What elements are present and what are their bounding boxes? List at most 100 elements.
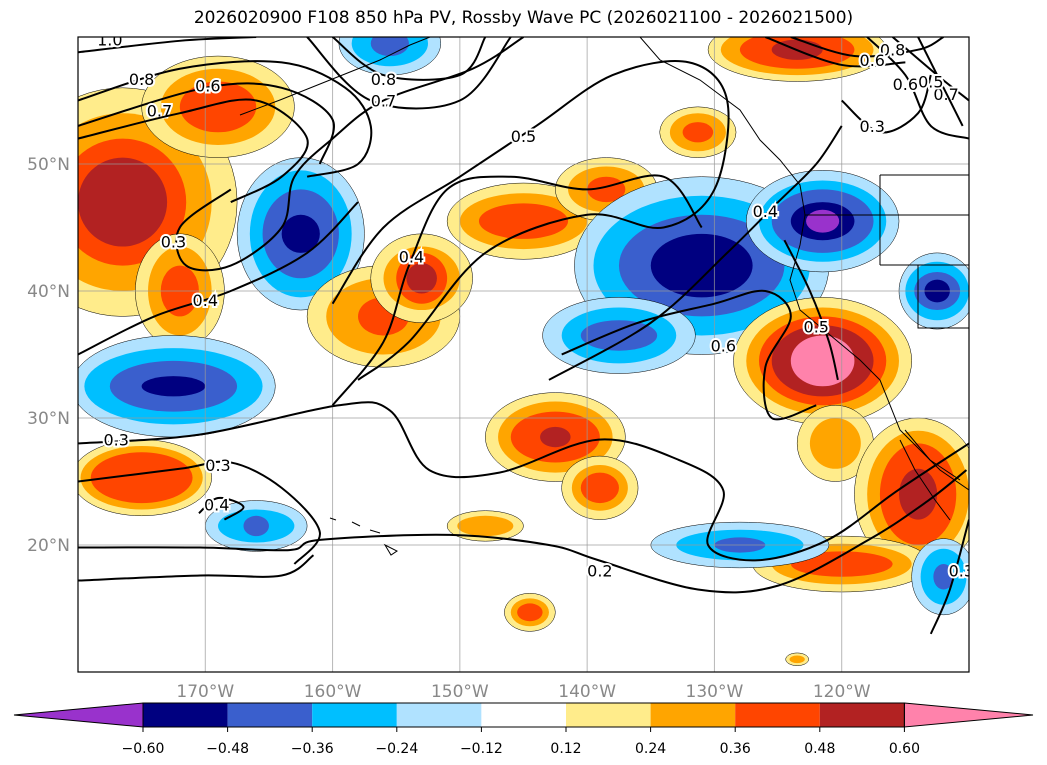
colorbar: −0.60 −0.48 −0.36 −0.24 −0.12 0.12 0.24 0.36 0.4… bbox=[13, 702, 1034, 757]
colorbar-tick-label: 0.24 bbox=[635, 741, 666, 757]
contour-label: 0.3 bbox=[860, 117, 885, 136]
lon-tick-label: 120°W bbox=[813, 682, 871, 702]
contour-line bbox=[331, 174, 703, 406]
lon-tick-label: 150°W bbox=[431, 682, 489, 702]
anomaly-fill-7-level-2 bbox=[587, 176, 626, 203]
contour-line bbox=[78, 469, 968, 594]
anomaly-fill-8-level-3 bbox=[650, 233, 753, 298]
contour-label: 0.4 bbox=[193, 291, 218, 310]
anomaly-fill-5-level-3 bbox=[406, 263, 437, 294]
colorbar-segment bbox=[396, 703, 482, 727]
contour-line bbox=[866, 37, 969, 140]
contour-line bbox=[306, 37, 512, 110]
anomaly-fill-27-level-2 bbox=[933, 564, 954, 590]
contour-line bbox=[929, 519, 969, 635]
contour-line bbox=[561, 289, 817, 421]
contour-label: 0.5 bbox=[804, 318, 829, 337]
colorbar-segment bbox=[819, 703, 905, 727]
colorbar-tick-label: 0.36 bbox=[720, 741, 751, 757]
baja-coastline bbox=[899, 429, 961, 521]
anomaly-fill-1-level-2 bbox=[179, 81, 257, 133]
hawaii-islands bbox=[329, 517, 398, 556]
contour-label: 0.7 bbox=[371, 92, 396, 111]
contour-label: 0.4 bbox=[399, 248, 424, 267]
contour-line bbox=[783, 239, 839, 381]
anomaly-fill-23-level-2 bbox=[243, 515, 269, 537]
anomaly-fill-12-level-1 bbox=[809, 418, 861, 469]
contour-label: 0.3 bbox=[103, 431, 128, 450]
axis-ticks: 170°W 160°W 150°W 140°W 130°W 120°W 20°N 30°N 40… bbox=[27, 155, 871, 702]
lat-tick-label: 40°N bbox=[27, 282, 70, 302]
contour-label: 0.4 bbox=[753, 202, 778, 221]
colorbar-min-extend bbox=[13, 702, 144, 728]
contour-label: 0.2 bbox=[587, 561, 612, 580]
map-frame bbox=[77, 36, 970, 673]
contour-line bbox=[198, 496, 245, 521]
colorbar-tick-label: 0.12 bbox=[550, 741, 581, 757]
figure-title: 2026020900 F108 850 hPa PV, Rossby Wave … bbox=[193, 8, 854, 28]
anomaly-fill-16-level-3 bbox=[141, 376, 206, 397]
anomaly-fill-0-level-3 bbox=[78, 157, 168, 247]
contour-label: 0.8 bbox=[371, 70, 396, 89]
colorbar-tick-label: 0.48 bbox=[804, 741, 835, 757]
anomaly-fill-18-level-3 bbox=[898, 468, 938, 520]
anomaly-fill-22-level-2 bbox=[370, 37, 409, 57]
contour-line bbox=[78, 60, 373, 178]
contour-line bbox=[78, 82, 335, 165]
colorbar-outline bbox=[142, 702, 905, 728]
lon-tick-label: 130°W bbox=[686, 682, 744, 702]
anomaly-fill-28-level-1 bbox=[789, 655, 805, 664]
contour-line bbox=[78, 37, 257, 54]
colorbar-segment bbox=[650, 703, 736, 727]
pv-contours: 1.00.80.70.60.30.50.80.70.40.40.30.30.40… bbox=[78, 31, 974, 635]
contour-label: 0.5 bbox=[511, 127, 536, 146]
colorbar-tick-label: −0.36 bbox=[291, 741, 334, 757]
contour-line bbox=[548, 125, 843, 381]
contour-label: 0.8 bbox=[880, 41, 905, 60]
anomaly-fill-11-level-4 bbox=[790, 335, 855, 387]
contour-label: 0.6 bbox=[711, 337, 736, 356]
contour-label: 0.5 bbox=[918, 72, 943, 91]
colorbar-tick-label: −0.12 bbox=[460, 741, 503, 757]
contour-line bbox=[78, 201, 359, 356]
anomaly-fill-21-level-2 bbox=[682, 122, 714, 143]
anomaly-fill-26-level-2 bbox=[517, 603, 543, 622]
contour-label: 0.3 bbox=[949, 561, 974, 580]
colorbar-tick-label: −0.48 bbox=[206, 741, 249, 757]
colorbar-segment bbox=[227, 703, 313, 727]
contour-line bbox=[841, 74, 932, 134]
contour-label: 0.8 bbox=[129, 70, 154, 89]
contour-line bbox=[78, 401, 969, 562]
contour-label: 0.6 bbox=[195, 76, 220, 95]
contour-line bbox=[175, 37, 525, 272]
colorbar-segment bbox=[481, 703, 566, 727]
us-canada-border bbox=[805, 174, 969, 329]
lon-tick-label: 160°W bbox=[304, 682, 362, 702]
contour-line bbox=[764, 37, 906, 68]
contour-label: 0.6 bbox=[860, 51, 885, 70]
lat-tick-label: 20°N bbox=[27, 536, 70, 556]
contour-line bbox=[78, 460, 321, 565]
anomaly-fill-10-level-2 bbox=[580, 320, 658, 351]
contour-line bbox=[78, 554, 315, 582]
contour-line bbox=[331, 37, 487, 81]
anomaly-fill-9-level-4 bbox=[806, 209, 840, 233]
contour-label: 1.0 bbox=[97, 31, 122, 50]
colorbar-segment bbox=[566, 703, 651, 727]
contour-line bbox=[78, 98, 309, 203]
contour-label: 0.3 bbox=[161, 232, 186, 251]
anomaly-fill-25-level-1 bbox=[457, 515, 514, 537]
colorbar-tick-label: 0.60 bbox=[889, 741, 920, 757]
colorbar-segment bbox=[312, 703, 397, 727]
lat-tick-label: 50°N bbox=[27, 155, 70, 175]
lat-tick-label: 30°N bbox=[27, 409, 70, 429]
colorbar-segment bbox=[735, 703, 820, 727]
lon-tick-label: 170°W bbox=[176, 682, 234, 702]
contour-label: 0.6 bbox=[893, 75, 918, 94]
anomaly-fill-14-level-2 bbox=[580, 472, 619, 504]
gridlines bbox=[78, 37, 969, 672]
anomaly-fill-13-level-3 bbox=[540, 426, 571, 448]
anomaly-fill-6-level-2 bbox=[478, 203, 569, 239]
